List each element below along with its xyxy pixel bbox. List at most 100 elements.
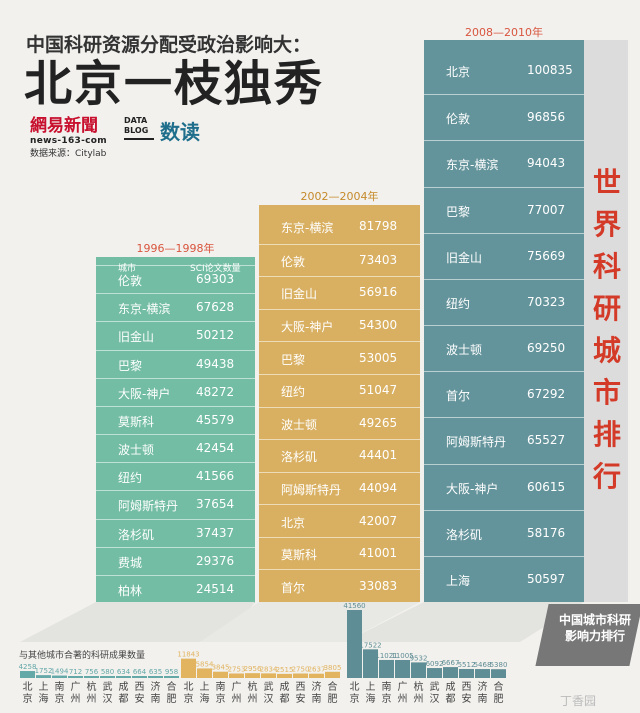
city-name: 东京-横滨 bbox=[118, 302, 171, 317]
city-name: 波士顿 bbox=[118, 443, 155, 458]
bar bbox=[84, 676, 99, 678]
city-name: 巴黎 bbox=[281, 352, 306, 367]
bar-value-label: 1752 bbox=[35, 667, 53, 675]
rank-row: 大阪-神户 54300 bbox=[259, 308, 420, 343]
category-label: 北 bbox=[350, 681, 360, 693]
bar bbox=[213, 671, 228, 678]
bar bbox=[197, 668, 212, 678]
column-header-city: 城市 bbox=[118, 264, 137, 274]
category-label: 成 bbox=[280, 681, 290, 693]
bar bbox=[20, 671, 35, 678]
paper-count: 58176 bbox=[527, 525, 566, 540]
category-label: 安 bbox=[135, 692, 145, 705]
city-name: 纽约 bbox=[118, 471, 143, 486]
category-label: 南 bbox=[312, 692, 322, 705]
bar bbox=[427, 668, 442, 678]
category-label: 成 bbox=[119, 681, 129, 693]
bar-value-label: 3805 bbox=[324, 664, 342, 672]
bar-value-label: 1494 bbox=[51, 668, 69, 676]
category-label: 南 bbox=[382, 680, 392, 693]
category-label: 海 bbox=[39, 692, 49, 705]
rank-row: 波士顿 69250 bbox=[424, 325, 584, 372]
city-name: 洛杉矶 bbox=[446, 527, 483, 542]
category-label: 海 bbox=[366, 692, 376, 705]
category-label: 南 bbox=[151, 692, 161, 705]
bar-value-label: 756 bbox=[85, 668, 99, 676]
shudu-logo: 数读 bbox=[160, 120, 200, 144]
bar bbox=[459, 668, 474, 678]
category-label: 合 bbox=[494, 680, 504, 693]
title-line-1: 中国科研资源分配受政治影响大： bbox=[26, 34, 312, 56]
bar bbox=[443, 667, 458, 678]
data-source: 数据来源：Citylab bbox=[30, 149, 107, 159]
paper-count: 53005 bbox=[359, 350, 398, 365]
paper-count: 49265 bbox=[359, 415, 398, 430]
datablog-logo: DATA BLOG bbox=[124, 116, 154, 140]
city-name: 莫斯科 bbox=[281, 548, 318, 563]
category-label: 南 bbox=[478, 692, 488, 705]
category-label: 广 bbox=[398, 681, 408, 693]
paper-count: 44401 bbox=[359, 448, 398, 463]
city-name: 东京-横滨 bbox=[281, 221, 334, 236]
bar-value-label: 2834 bbox=[260, 665, 278, 673]
bar-value-label: 5380 bbox=[490, 661, 508, 669]
paper-count: 50597 bbox=[527, 571, 566, 586]
paper-count: 94043 bbox=[527, 156, 566, 171]
bar bbox=[132, 676, 147, 678]
rank-row: 北京 100835 bbox=[424, 48, 584, 94]
bar-value-label: 3845 bbox=[212, 664, 230, 672]
category-label: 西 bbox=[135, 682, 145, 693]
rank-row: 东京-横滨 81798 bbox=[259, 211, 420, 244]
category-label: 上 bbox=[39, 681, 49, 693]
bar-value-label: 6667 bbox=[442, 659, 460, 667]
category-label: 武 bbox=[430, 680, 440, 693]
rank-row: 旧金山 56916 bbox=[259, 276, 420, 310]
rank-panel-2008-2010: 北京 100835 伦敦 96856 东京-横滨 94043 巴黎 77007 旧金山 75669… bbox=[424, 40, 584, 602]
city-name: 阿姆斯特丹 bbox=[446, 435, 507, 450]
rank-row: 阿姆斯特丹 65527 bbox=[424, 417, 584, 464]
right-title-strip bbox=[584, 40, 628, 602]
category-label: 州 bbox=[414, 693, 424, 705]
watermark: 丁香园 bbox=[560, 694, 597, 708]
category-label: 武 bbox=[103, 680, 113, 693]
bar bbox=[293, 673, 308, 678]
funnel-shapes bbox=[20, 602, 584, 642]
rank-row: 伦敦 73403 bbox=[259, 243, 420, 278]
bar bbox=[261, 673, 276, 678]
rank-row: 巴黎 49438 bbox=[96, 349, 255, 379]
bar bbox=[148, 676, 163, 678]
category-label: 肥 bbox=[328, 693, 338, 705]
category-label: 京 bbox=[184, 692, 194, 705]
category-label: 京 bbox=[382, 692, 392, 705]
bar-value-label: 2753 bbox=[228, 665, 246, 673]
rank-row: 伦敦 96856 bbox=[424, 94, 584, 141]
category-label: 汉 bbox=[264, 693, 274, 705]
city-name: 洛杉矶 bbox=[118, 527, 155, 542]
bar-value-label: 580 bbox=[101, 668, 114, 676]
rank-row: 纽约 70323 bbox=[424, 278, 584, 326]
city-name: 费城 bbox=[118, 555, 143, 570]
rank-panel-1996-1998: 城市 SCI论文数量 伦敦 69303 东京-横滨 67628 旧金山 50212 巴黎 4943… bbox=[96, 257, 255, 603]
rank-row: 巴黎 77007 bbox=[424, 186, 584, 234]
paper-count: 42454 bbox=[196, 441, 235, 456]
paper-count: 75669 bbox=[527, 248, 566, 263]
category-label: 都 bbox=[280, 693, 290, 705]
paper-count: 60615 bbox=[527, 479, 566, 494]
paper-count: 73403 bbox=[359, 252, 398, 267]
rank-row: 巴黎 53005 bbox=[259, 341, 420, 375]
rank-row: 洛杉矶 37437 bbox=[96, 518, 255, 548]
bar bbox=[395, 659, 410, 678]
city-name: 阿姆斯特丹 bbox=[281, 482, 342, 497]
bar bbox=[363, 649, 378, 678]
paper-count: 41566 bbox=[196, 469, 235, 484]
category-label: 杭 bbox=[87, 680, 97, 693]
bar-value-label: 664 bbox=[133, 668, 147, 676]
category-label: 成 bbox=[446, 681, 456, 693]
rank-row: 北京 42007 bbox=[259, 504, 420, 538]
paper-count: 44094 bbox=[359, 480, 398, 495]
city-name: 伦敦 bbox=[118, 274, 143, 289]
bar-value-label: 712 bbox=[69, 668, 82, 676]
bar-value-label: 5512 bbox=[458, 661, 476, 669]
paper-count: 50212 bbox=[196, 328, 235, 343]
city-name: 旧金山 bbox=[118, 330, 155, 345]
